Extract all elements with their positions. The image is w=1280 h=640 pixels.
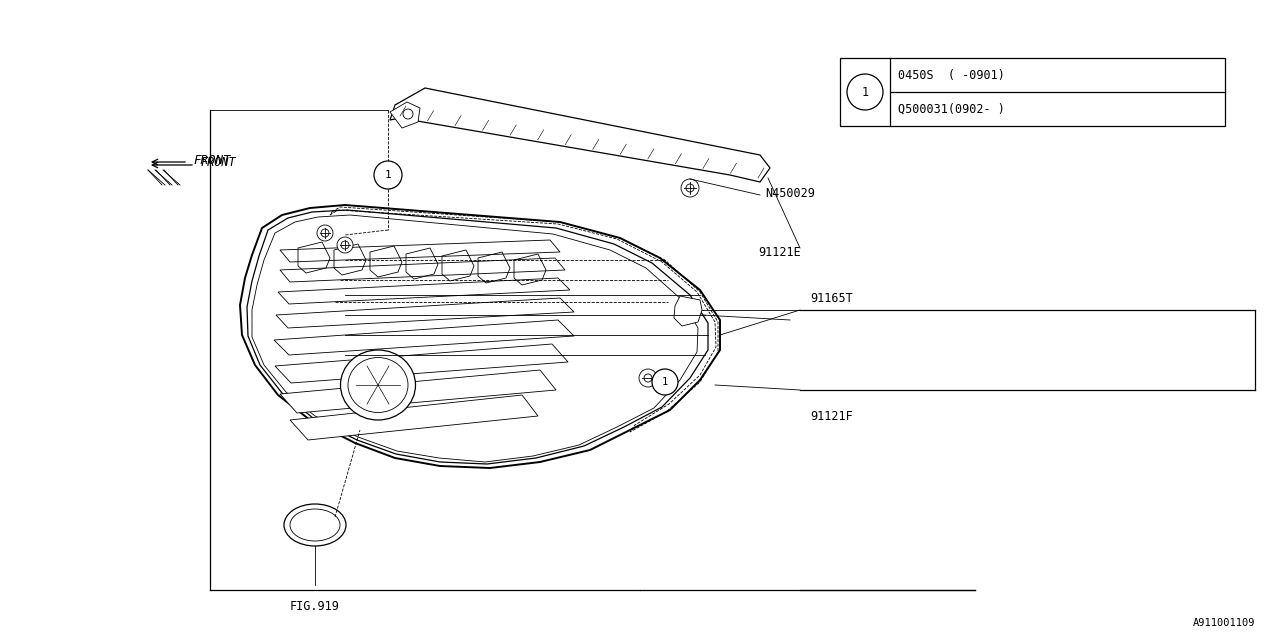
Text: FRONT: FRONT <box>200 156 236 168</box>
Text: 1: 1 <box>384 170 392 180</box>
Polygon shape <box>280 370 556 413</box>
Polygon shape <box>390 88 771 182</box>
Circle shape <box>374 161 402 189</box>
Ellipse shape <box>284 504 346 546</box>
Text: 1: 1 <box>861 86 869 99</box>
Text: FIG.919: FIG.919 <box>291 600 340 613</box>
Circle shape <box>652 369 678 395</box>
Circle shape <box>403 109 413 119</box>
Text: A911001109: A911001109 <box>1193 618 1254 628</box>
Circle shape <box>847 74 883 110</box>
Bar <box>840 58 1225 126</box>
Polygon shape <box>241 205 721 468</box>
Polygon shape <box>275 344 568 383</box>
Text: FRONT: FRONT <box>193 154 230 166</box>
Polygon shape <box>390 102 420 128</box>
Circle shape <box>337 237 353 253</box>
Text: 91165T: 91165T <box>810 292 852 305</box>
Text: Q500031(0902- ): Q500031(0902- ) <box>899 102 1005 115</box>
Text: 0450S  ( -0901): 0450S ( -0901) <box>899 68 1005 81</box>
Text: 1: 1 <box>662 377 668 387</box>
Polygon shape <box>274 320 573 355</box>
Circle shape <box>317 225 333 241</box>
Polygon shape <box>291 395 538 440</box>
Ellipse shape <box>340 350 416 420</box>
Circle shape <box>681 179 699 197</box>
Text: 91121E: 91121E <box>758 246 801 259</box>
Polygon shape <box>280 258 564 282</box>
Polygon shape <box>278 278 570 304</box>
Polygon shape <box>276 298 573 328</box>
Polygon shape <box>280 240 561 262</box>
Text: 91121F: 91121F <box>810 410 852 423</box>
Circle shape <box>639 369 657 387</box>
Text: N450029: N450029 <box>765 186 815 200</box>
Polygon shape <box>675 296 701 326</box>
